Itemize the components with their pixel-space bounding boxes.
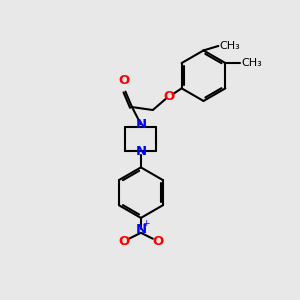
Text: ⁻: ⁻ bbox=[121, 241, 128, 254]
Text: CH₃: CH₃ bbox=[242, 58, 262, 68]
Text: N: N bbox=[135, 223, 146, 236]
Text: +: + bbox=[142, 219, 150, 228]
Text: O: O bbox=[152, 235, 164, 248]
Text: O: O bbox=[164, 90, 175, 103]
Text: N: N bbox=[135, 118, 146, 131]
Text: O: O bbox=[118, 235, 130, 248]
Text: O: O bbox=[118, 74, 130, 87]
Text: N: N bbox=[135, 145, 146, 158]
Text: CH₃: CH₃ bbox=[220, 41, 241, 51]
